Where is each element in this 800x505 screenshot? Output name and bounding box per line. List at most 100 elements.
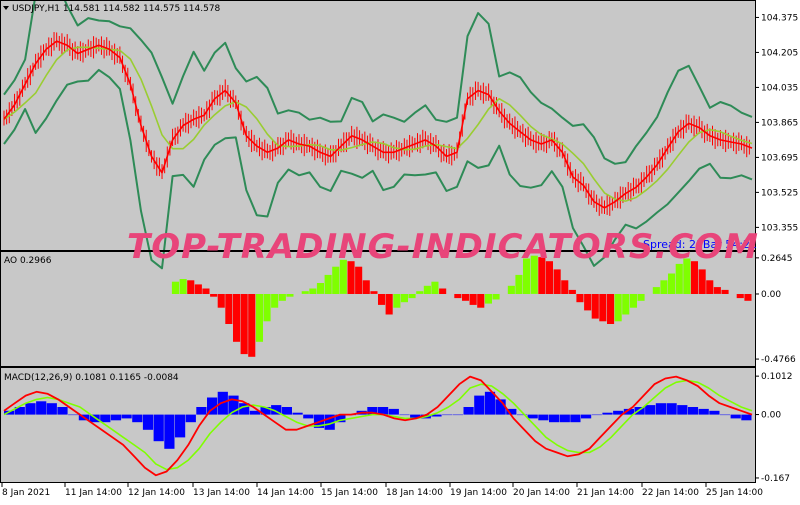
macd-hist-bar [292, 412, 303, 415]
ao-bar [431, 281, 439, 294]
ao-bar [194, 284, 202, 294]
ao-bar [637, 294, 645, 301]
price-pane-border [0, 0, 756, 251]
symbol-label: USDJPY,H1 114.581 114.582 114.575 114.57… [12, 4, 221, 14]
ao-bar [584, 294, 592, 311]
macd-hist-bar [89, 414, 100, 423]
ao-pane-border [0, 251, 756, 367]
macd-y-tick-label: 0.00 [761, 411, 781, 421]
x-tick-label: 13 Jan 14:00 [193, 488, 250, 498]
macd-hist-bar [634, 407, 645, 415]
macd-hist-bar [25, 403, 36, 415]
macd-hist-bar [239, 403, 250, 415]
macd-hist-bar [431, 414, 442, 417]
macd-hist-bar [463, 407, 474, 415]
macd-hist-bar [709, 410, 720, 415]
ao-bar [233, 294, 241, 342]
ao-bar [462, 294, 470, 301]
ao-bar [339, 259, 347, 294]
ao-bar [316, 283, 324, 294]
macd-hist-bar [249, 410, 260, 415]
ao-bar [698, 269, 706, 294]
ao-bar [568, 289, 576, 294]
spread-label: Spread: 21Bar 54:21 [643, 238, 757, 251]
ao-bar [629, 294, 637, 308]
ao-pane[interactable] [0, 251, 755, 367]
x-tick-label: 14 Jan 14:00 [257, 488, 314, 498]
macd-label: MACD(12,26,9) 0.1081 0.1165 -0.0084 [4, 373, 179, 383]
macd-hist-bar [335, 414, 346, 423]
macd-pane[interactable] [0, 367, 755, 483]
ao-bar [538, 257, 546, 294]
macd-hist-bar [495, 399, 506, 415]
macd-hist-bar [484, 391, 496, 415]
ao-bar [271, 294, 279, 308]
ao-bar [393, 294, 401, 308]
ao-bar [286, 294, 294, 297]
ao-bar [668, 273, 676, 294]
lower-band-line [3, 68, 753, 270]
ao-bar [607, 294, 615, 324]
price-y-tick-label: 104.375 [761, 13, 798, 23]
ao-bar [721, 289, 729, 294]
x-tick-label: 15 Jan 14:00 [321, 488, 378, 498]
macd-hist-bar [645, 405, 656, 415]
macd-hist-bar [591, 414, 602, 416]
ao-bar [477, 294, 485, 308]
macd-hist-bar [260, 407, 271, 415]
x-tick-label: 8 Jan 2021 [2, 488, 50, 498]
x-tick-label: 12 Jan 14:00 [128, 488, 185, 498]
macd-hist-bar [666, 403, 677, 415]
macd-hist-bar [164, 414, 175, 449]
macd-hist-bar [474, 395, 485, 415]
x-tick-label: 21 Jan 14:00 [577, 488, 634, 498]
ao-bar [309, 288, 317, 294]
price-axis [755, 0, 800, 500]
macd-y-tick-label: 0.1012 [761, 372, 793, 382]
ao-label: AO 0.2966 [4, 256, 52, 266]
macd-hist-bar [442, 414, 453, 416]
ao-bar [561, 280, 569, 294]
macd-hist-bar [527, 414, 538, 419]
macd-hist-bar [623, 408, 634, 415]
ao-bar [660, 280, 668, 294]
x-tick-label: 19 Jan 14:00 [450, 488, 507, 498]
macd-hist-bar [228, 395, 239, 415]
ao-bar [515, 274, 523, 294]
macd-hist-bar [324, 414, 335, 430]
macd-hist-bar [378, 407, 389, 415]
ao-bar [675, 263, 683, 294]
ao-bar [263, 294, 271, 322]
macd-hist-bar [303, 414, 314, 419]
ao-bar [523, 258, 531, 294]
ao-histogram [171, 255, 752, 357]
macd-hist-bar [46, 403, 57, 415]
macd-hist-bar [281, 407, 292, 415]
upper-band-line [3, 0, 753, 165]
ao-bar [622, 294, 630, 315]
ao-bar [599, 294, 607, 322]
triangle-down-icon[interactable] [3, 6, 9, 10]
macd-plot [3, 375, 753, 477]
macd-hist-bar [399, 414, 410, 416]
macd-hist-bar [538, 414, 549, 421]
ao-bar [614, 294, 622, 322]
macd-hist-bar [719, 414, 731, 416]
price-y-tick-label: 104.035 [761, 83, 798, 93]
ao-bar [469, 294, 477, 305]
price-y-tick-label: 103.695 [761, 153, 798, 163]
ao-bar [492, 294, 500, 300]
ao-bar [217, 294, 225, 308]
macd-hist-bar [196, 407, 207, 415]
ao-bar [408, 294, 416, 299]
ao-bar [423, 285, 431, 294]
price-pane[interactable] [0, 0, 755, 251]
ao-bar [553, 269, 561, 294]
macd-hist-bar [110, 414, 122, 421]
ao-bar [507, 285, 515, 294]
ao-bar [187, 280, 195, 294]
ao-bar [416, 291, 424, 294]
ao-bar [370, 291, 378, 294]
